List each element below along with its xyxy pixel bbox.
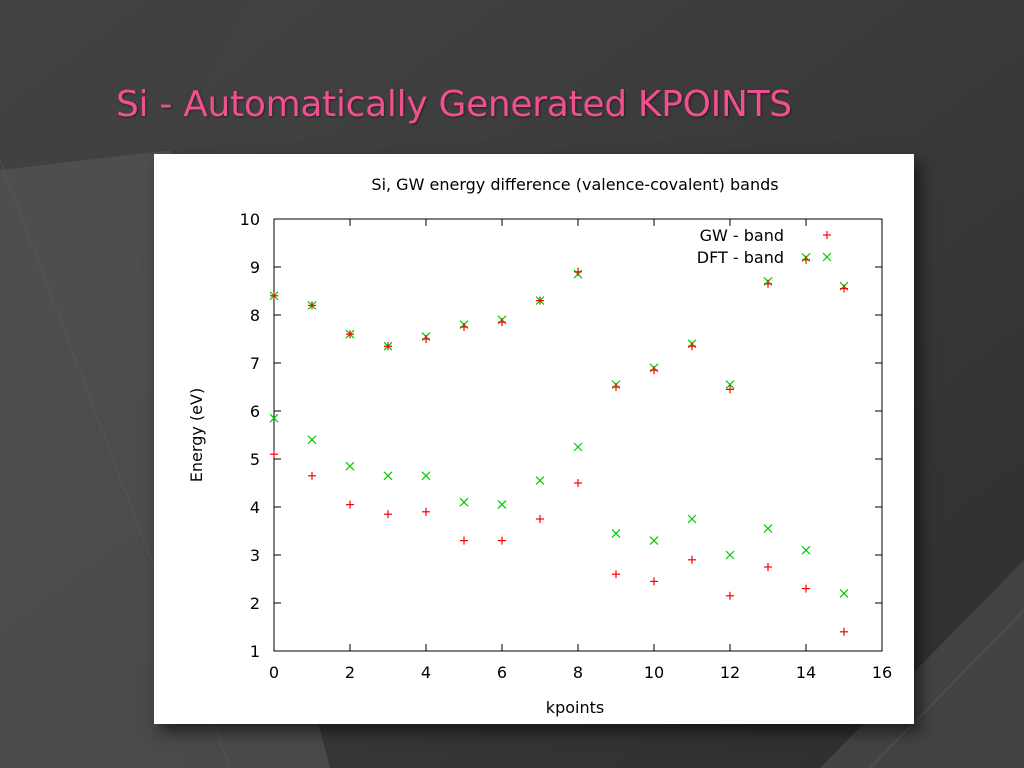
chart-title: Si, GW energy difference (valence-covale… bbox=[371, 175, 778, 194]
y-tick-label: 3 bbox=[250, 546, 260, 565]
gw-band-point bbox=[460, 536, 468, 545]
scatter-chart: Si, GW energy difference (valence-covale… bbox=[187, 175, 892, 717]
y-tick-label: 7 bbox=[250, 354, 260, 373]
slide-title: Si - Automatically Generated KPOINTS bbox=[116, 84, 792, 125]
gw-band-point bbox=[346, 500, 354, 509]
legend-marker bbox=[822, 252, 832, 262]
y-tick-label: 8 bbox=[250, 306, 260, 325]
gw-band-point bbox=[384, 510, 392, 519]
gw-band-point bbox=[650, 366, 658, 375]
gw-band-point bbox=[612, 383, 620, 391]
y-tick-label: 6 bbox=[250, 402, 260, 421]
gw-band-point bbox=[840, 284, 848, 293]
x-tick-label: 10 bbox=[644, 663, 664, 682]
y-tick-label: 9 bbox=[250, 258, 260, 277]
dft-band-point bbox=[421, 471, 431, 481]
gw-band-point bbox=[574, 479, 582, 487]
dft-band-point bbox=[725, 550, 735, 560]
legend-marker bbox=[823, 231, 831, 239]
x-tick-label: 6 bbox=[497, 663, 507, 682]
dft-band-point bbox=[535, 476, 545, 486]
y-tick-label: 10 bbox=[240, 210, 260, 229]
gw-band-point bbox=[460, 323, 468, 331]
legend-label: DFT - band bbox=[697, 248, 784, 267]
gw-band-point bbox=[688, 555, 696, 564]
dft-band-point bbox=[611, 528, 621, 538]
legend: GW - band DFT - band bbox=[697, 226, 832, 267]
dft-band-point bbox=[649, 536, 659, 546]
gw-band-point bbox=[384, 342, 392, 351]
legend-label: GW - band bbox=[700, 226, 784, 245]
gw-band-point bbox=[612, 570, 620, 579]
gw-band-point bbox=[308, 301, 316, 310]
gw-band-point bbox=[802, 255, 810, 264]
gw-band-point bbox=[688, 342, 696, 351]
y-axis: 1 2 3 4 5 6 7 8 9 10 bbox=[240, 210, 882, 661]
dft-band-point bbox=[725, 380, 735, 390]
gw-band-point bbox=[650, 577, 658, 586]
gw-band-point bbox=[764, 279, 772, 288]
x-axis-label: kpoints bbox=[546, 698, 604, 717]
x-tick-label: 2 bbox=[345, 663, 355, 682]
dft-band-point bbox=[801, 545, 811, 555]
gw-band-point bbox=[498, 318, 506, 327]
dft-band-point bbox=[459, 497, 469, 507]
plot-frame bbox=[273, 218, 883, 652]
y-tick-label: 1 bbox=[250, 642, 260, 661]
gw-band-point bbox=[764, 563, 772, 571]
gw-band-point bbox=[726, 385, 734, 394]
dft-band-point bbox=[383, 471, 393, 481]
dft-band-point bbox=[763, 524, 773, 534]
dft-band-point bbox=[497, 500, 507, 510]
y-tick-label: 4 bbox=[250, 498, 260, 517]
dft-band-point bbox=[839, 588, 849, 598]
x-axis: 0 2 4 6 8 10 12 14 16 bbox=[269, 219, 892, 682]
gw-band-point bbox=[802, 584, 810, 593]
dft-band-point bbox=[269, 413, 279, 423]
x-tick-label: 16 bbox=[872, 663, 892, 682]
gw-band-point bbox=[346, 330, 354, 339]
dft-band-point bbox=[687, 514, 697, 524]
x-tick-label: 8 bbox=[573, 663, 583, 682]
gw-band-point bbox=[726, 591, 734, 600]
x-tick-label: 12 bbox=[720, 663, 740, 682]
gw-band-point bbox=[536, 296, 544, 305]
gw-band-point bbox=[840, 627, 848, 636]
x-tick-label: 4 bbox=[421, 663, 431, 682]
y-tick-label: 5 bbox=[250, 450, 260, 469]
dft-band-point bbox=[345, 461, 355, 471]
y-axis-label: Energy (eV) bbox=[187, 388, 206, 482]
gw-band-point bbox=[574, 267, 582, 276]
gw-band-point bbox=[498, 536, 506, 545]
data-points bbox=[269, 252, 849, 636]
x-tick-label: 14 bbox=[796, 663, 816, 682]
dft-band-point bbox=[307, 435, 317, 445]
gw-band-point bbox=[422, 335, 430, 343]
gw-band-point bbox=[270, 450, 278, 459]
x-tick-label: 0 bbox=[269, 663, 279, 682]
gw-band-point bbox=[270, 291, 278, 300]
dft-band-point bbox=[573, 442, 583, 452]
gw-band-point bbox=[536, 515, 544, 523]
gw-band-point bbox=[422, 507, 430, 516]
gw-band-point bbox=[308, 471, 316, 480]
chart-panel: Si, GW energy difference (valence-covale… bbox=[154, 154, 914, 724]
y-tick-label: 2 bbox=[250, 594, 260, 613]
